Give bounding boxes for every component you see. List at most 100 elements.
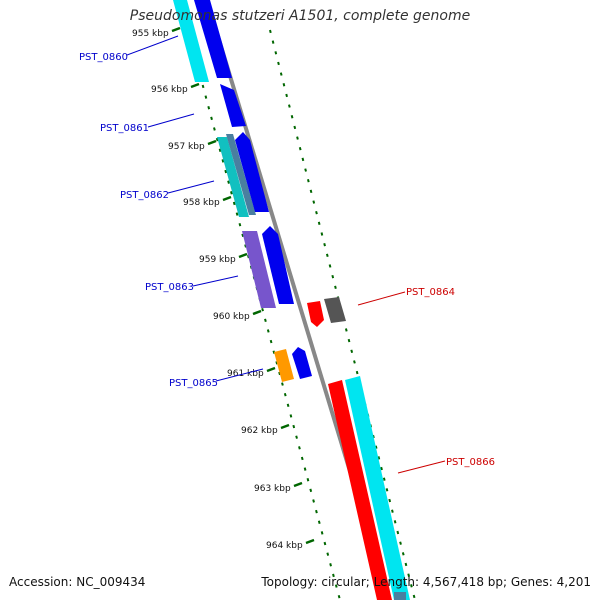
gene-label-leader: [126, 35, 179, 56]
minor-tick: [325, 253, 329, 258]
minor-tick: [293, 125, 297, 130]
ruler-label: 964 kbp: [266, 541, 303, 551]
gene-feature-gray[interactable]: [324, 297, 346, 323]
map-title: Pseudomonas stutzeri A1501, complete gen…: [129, 8, 471, 24]
gene-feature-blue[interactable]: [262, 226, 294, 304]
minor-tick: [312, 200, 316, 204]
minor-tick: [399, 541, 402, 545]
minor-tick: [317, 520, 321, 524]
gene-label[interactable]: PST_0862: [120, 190, 169, 201]
minor-tick: [393, 520, 397, 524]
gene-label[interactable]: PST_0865: [169, 378, 218, 389]
gene-label[interactable]: PST_0863: [145, 282, 194, 293]
minor-tick: [210, 116, 213, 121]
ruler-label: 963 kbp: [254, 484, 291, 494]
minor-tick: [218, 148, 222, 152]
ruler-label: 960 kbp: [213, 312, 250, 322]
gene-feature-slate[interactable]: [394, 592, 406, 600]
minor-tick: [374, 445, 378, 449]
major-tick: [207, 139, 217, 146]
gene-feature-cyan[interactable]: [345, 376, 410, 600]
minor-tick: [207, 106, 211, 110]
gene-label[interactable]: PST_0860: [79, 52, 128, 63]
minor-tick: [230, 191, 233, 195]
minor-tick: [332, 573, 335, 578]
minor-tick: [353, 360, 356, 364]
minor-tick: [377, 456, 381, 460]
major-tick: [266, 366, 276, 373]
gene-label[interactable]: PST_0864: [406, 287, 455, 298]
minor-tick: [391, 509, 394, 513]
minor-tick: [215, 137, 219, 142]
gene-feature-orange[interactable]: [274, 349, 294, 382]
gene-feature-slate[interactable]: [226, 134, 256, 215]
minor-tick: [300, 456, 304, 461]
minor-tick: [303, 467, 307, 471]
gene-label-leader: [167, 180, 215, 194]
minor-tick: [278, 371, 281, 376]
minor-tick: [320, 531, 324, 535]
gene-feature-blue[interactable]: [220, 84, 246, 127]
minor-tick: [323, 541, 327, 546]
minor-tick: [272, 350, 276, 354]
gene-feature-blue[interactable]: [194, 0, 232, 78]
ruler-label: 961 kbp: [227, 369, 264, 379]
gene-feature-purple[interactable]: [242, 231, 276, 308]
minor-tick: [261, 307, 264, 312]
minor-tick: [232, 201, 236, 206]
gene-feature-blue[interactable]: [235, 132, 269, 212]
minor-tick: [320, 232, 324, 236]
minor-tick: [227, 180, 230, 184]
minor-tick: [244, 244, 247, 248]
minor-tick: [277, 61, 280, 66]
minor-tick: [292, 424, 296, 429]
gene-feature-blue[interactable]: [292, 347, 312, 379]
minor-tick: [355, 370, 359, 375]
minor-tick: [315, 509, 318, 514]
minor-tick: [388, 498, 392, 503]
ruler-label: 962 kbp: [241, 426, 278, 436]
minor-tick: [412, 594, 416, 599]
gene-feature-red[interactable]: [307, 301, 324, 327]
minor-tick: [241, 233, 245, 237]
minor-tick: [382, 477, 386, 481]
minor-tick: [275, 361, 279, 365]
minor-tick: [326, 552, 330, 556]
genome-summary-text: Topology: circular; Length: 4,567,418 bp…: [261, 575, 591, 589]
minor-tick: [407, 573, 411, 577]
minor-tick: [306, 179, 310, 183]
gene-label-leader: [147, 113, 195, 128]
minor-tick: [221, 159, 225, 163]
minor-tick: [301, 157, 305, 162]
major-tick: [305, 538, 315, 545]
gene-feature-cyan[interactable]: [173, 0, 209, 82]
ruler-label: 956 kbp: [151, 85, 188, 95]
minor-tick: [380, 466, 383, 471]
minor-tick: [290, 115, 294, 119]
minor-tick: [283, 392, 287, 397]
gene-features: [173, 0, 410, 600]
minor-tick: [315, 210, 318, 215]
minor-tick: [264, 318, 267, 323]
minor-tick: [269, 29, 272, 34]
gene-feature-teal[interactable]: [217, 137, 249, 217]
minor-tick: [296, 136, 299, 140]
minor-tick: [309, 488, 313, 493]
major-tick: [293, 481, 303, 488]
minor-tick: [309, 189, 313, 194]
major-tick: [252, 309, 262, 316]
tick-marks: 955 kbp 956 kbp 957 kbp 958 kbp 959 kbp 960 k…: [132, 0, 416, 599]
gene-label[interactable]: PST_0866: [446, 457, 495, 468]
minor-tick: [334, 584, 338, 588]
gene-feature-red[interactable]: [328, 380, 392, 600]
minor-tick: [337, 594, 341, 599]
gene-label[interactable]: PST_0861: [100, 123, 149, 134]
minor-tick: [334, 285, 337, 290]
minor-tick: [347, 338, 351, 343]
minor-tick: [274, 51, 278, 55]
minor-tick: [201, 84, 205, 89]
minor-tick: [344, 328, 348, 332]
ruler-label: 955 kbp: [132, 29, 169, 39]
